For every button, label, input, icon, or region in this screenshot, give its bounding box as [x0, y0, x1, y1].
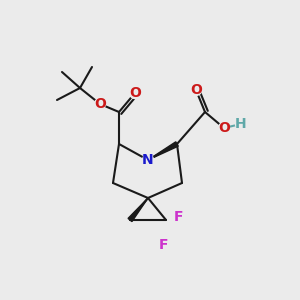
Text: N: N: [142, 153, 154, 167]
Circle shape: [190, 85, 202, 95]
Polygon shape: [148, 142, 178, 160]
Circle shape: [142, 154, 154, 166]
Text: O: O: [94, 97, 106, 111]
Text: F: F: [174, 210, 184, 224]
Circle shape: [94, 98, 106, 110]
Text: O: O: [218, 121, 230, 135]
Circle shape: [236, 118, 247, 130]
Text: H: H: [235, 117, 247, 131]
Circle shape: [130, 88, 140, 98]
Text: O: O: [190, 83, 202, 97]
Circle shape: [218, 122, 230, 134]
Text: O: O: [129, 86, 141, 100]
Text: F: F: [159, 238, 169, 252]
Polygon shape: [128, 198, 148, 222]
